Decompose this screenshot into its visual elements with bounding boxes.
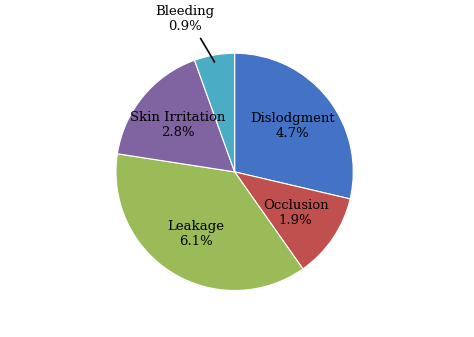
Wedge shape [118,60,235,172]
Wedge shape [235,53,353,199]
Text: Occlusion
1.9%: Occlusion 1.9% [263,199,328,227]
Text: Leakage
6.1%: Leakage 6.1% [167,220,224,248]
Wedge shape [194,53,235,172]
Text: Skin Irritation
2.8%: Skin Irritation 2.8% [130,111,226,139]
Text: Minor
Bleeding
0.9%: Minor Bleeding 0.9% [155,0,215,62]
Text: Dislodgment
4.7%: Dislodgment 4.7% [250,112,335,140]
Wedge shape [116,154,303,290]
Wedge shape [235,172,350,269]
